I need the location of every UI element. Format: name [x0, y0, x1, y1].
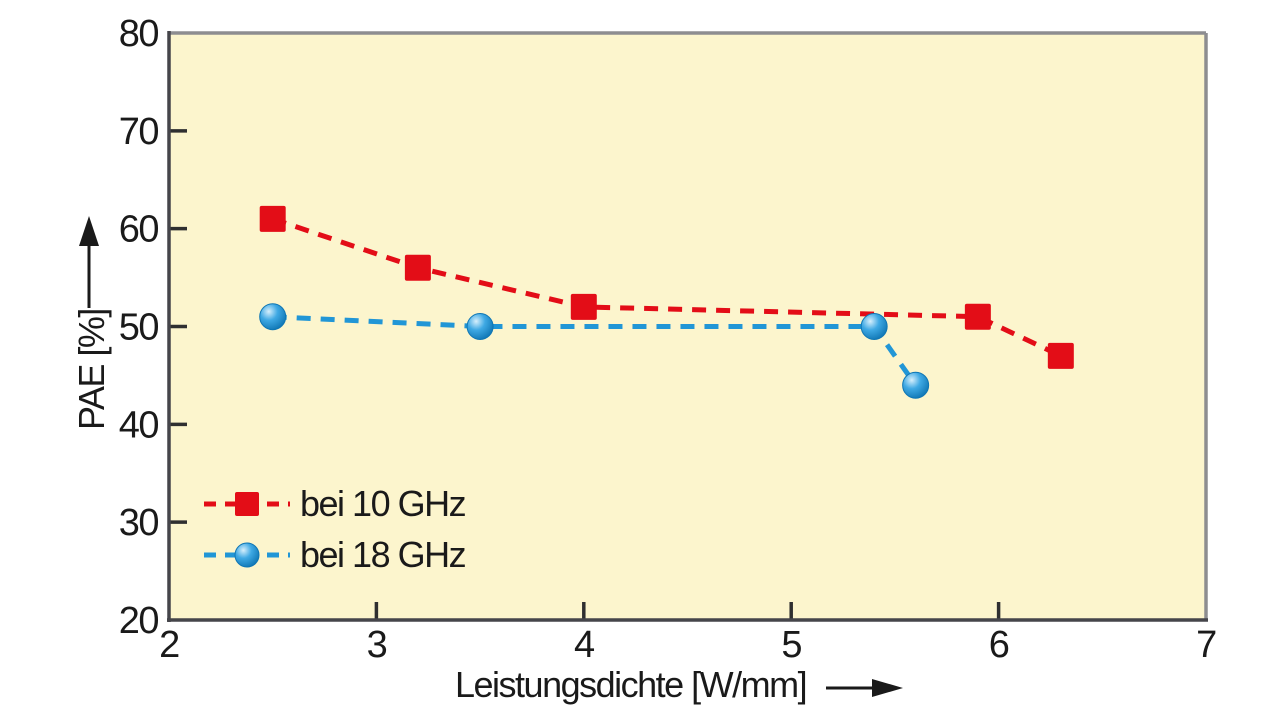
data-point-ball [902, 371, 930, 399]
y-tick-label: 40 [119, 404, 159, 446]
x-axis-title-group: Leistungsdichte [W/mm] [455, 664, 903, 705]
y-axis-label: PAE [%] [71, 309, 112, 430]
x-tick-label: 4 [574, 624, 595, 666]
data-point-square [235, 492, 259, 516]
y-axis-arrow-up-icon [79, 216, 99, 246]
y-tick-label: 20 [119, 600, 159, 642]
plot-frame [167, 31, 1208, 622]
data-point-ball [466, 313, 494, 340]
data-point-ball [234, 542, 260, 568]
y-tick-label: 80 [119, 13, 159, 55]
data-point-square [964, 303, 991, 330]
series-line-18ghz [272, 314, 918, 387]
x-tick-label: 5 [781, 624, 801, 666]
data-point-square [259, 205, 286, 232]
legend-label: bei 18 GHz [300, 534, 466, 575]
legend-label: bei 10 GHz [300, 483, 466, 524]
y-tick-label: 60 [119, 209, 159, 251]
data-point-square [1047, 342, 1074, 369]
y-tick-label: 70 [119, 111, 159, 153]
data-point-ball [259, 303, 287, 331]
x-axis-label: Leistungsdichte [W/mm] [455, 664, 806, 705]
legend: bei 10 GHz bei 18 GHz [204, 483, 467, 575]
y-axis-title-group: PAE [%] [71, 216, 112, 430]
plot-layer [169, 33, 1206, 620]
data-point-square [570, 293, 597, 320]
tick-labels: 2 3 4 5 6 7 20 30 40 50 60 70 80 [119, 13, 1218, 666]
x-tick-label: 3 [367, 624, 387, 666]
y-tick-label: 50 [119, 307, 159, 349]
x-axis-arrow-right-icon [872, 679, 903, 697]
data-point-ball [860, 313, 888, 340]
x-tick-label: 6 [989, 624, 1009, 666]
x-tick-label: 2 [159, 624, 179, 666]
y-tick-label: 30 [119, 502, 159, 544]
data-point-square [404, 254, 431, 281]
x-tick-label: 7 [1196, 624, 1216, 666]
